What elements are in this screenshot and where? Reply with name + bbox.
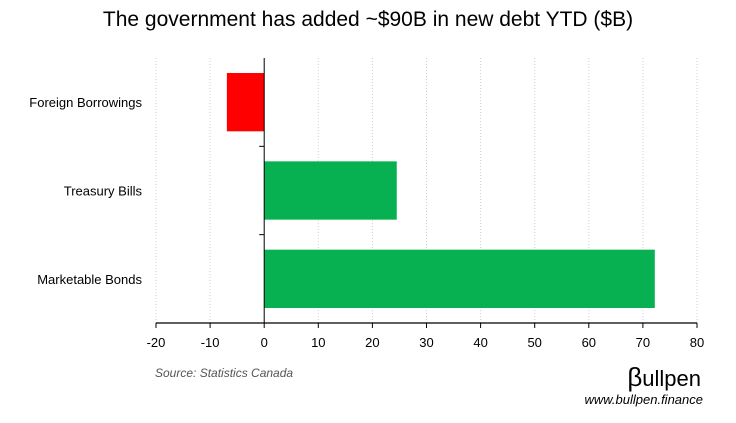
- category-label: Marketable Bonds: [37, 272, 142, 287]
- category-label: Treasury Bills: [64, 184, 143, 199]
- x-tick-label: 0: [261, 335, 268, 350]
- source-note: Source: Statistics Canada: [155, 366, 294, 380]
- bar-treasury-bills: [264, 161, 397, 220]
- x-tick-label: -20: [147, 335, 166, 350]
- category-label: Foreign Borrowings: [29, 95, 142, 110]
- x-tick-label: 20: [365, 335, 379, 350]
- x-tick-label: 10: [311, 335, 325, 350]
- x-tick-label: 40: [473, 335, 487, 350]
- bar-foreign-borrowings: [226, 73, 265, 132]
- x-tick-label: 60: [582, 335, 596, 350]
- x-tick-label: 70: [636, 335, 650, 350]
- logo-beta: β: [627, 362, 643, 392]
- x-tick-label: 50: [527, 335, 541, 350]
- x-tick-label: -10: [201, 335, 220, 350]
- x-tick-label: 80: [690, 335, 704, 350]
- website-url: www.bullpen.finance: [584, 392, 703, 407]
- x-tick-label: 30: [419, 335, 433, 350]
- logo-text: ullpen: [642, 366, 701, 391]
- bar-marketable-bonds: [264, 249, 655, 308]
- chart-title: The government has added ~$90B in new de…: [102, 8, 634, 31]
- bullpen-logo: βullpen: [627, 362, 701, 393]
